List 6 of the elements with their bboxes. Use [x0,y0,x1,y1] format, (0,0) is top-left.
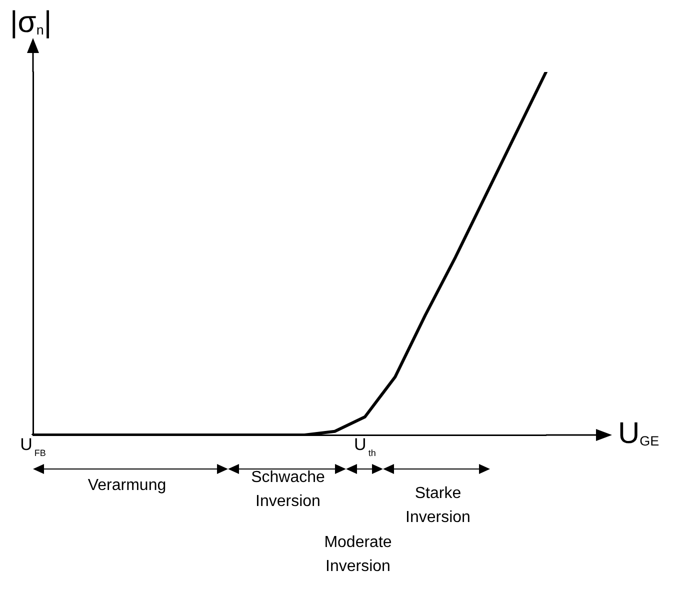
text: Starke Inversion [404,484,472,528]
x-axis-title: U$_{GE}$ [618,417,660,450]
text: Moderate Inversion [323,533,393,577]
y-axis-title: |σ$_{n}$| [10,6,52,39]
text: Verarmung [86,476,168,496]
text: Schwache Inversion [250,468,326,512]
